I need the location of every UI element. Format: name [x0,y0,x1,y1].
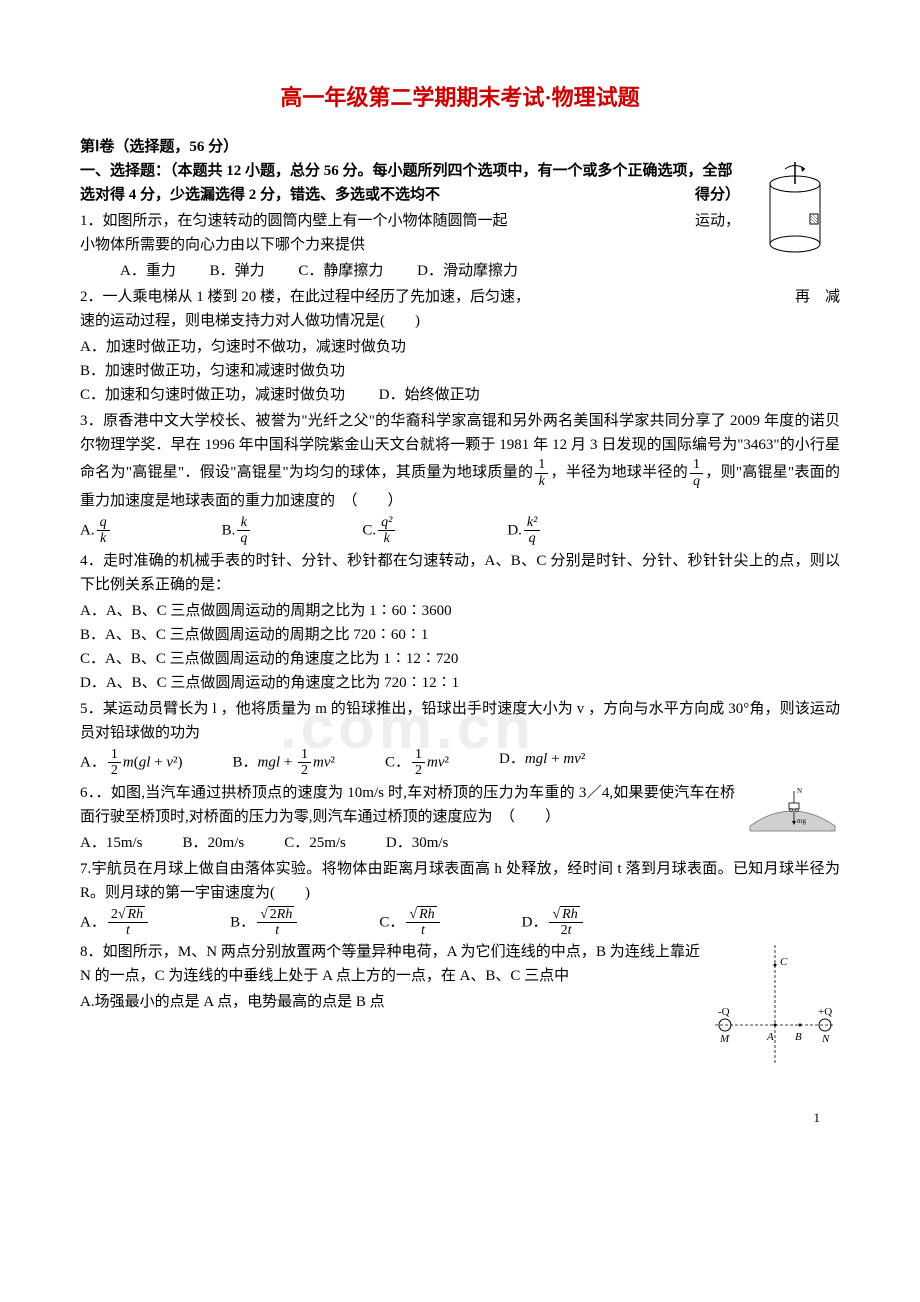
q6: 6．．如图,当汽车通过拱桥顶点的速度为 10m/s 时,车对桥顶的压力为车重的 … [80,781,840,829]
q1-text1: 1．如图所示，在匀速转动的圆筒内壁上有一个小物体随圆筒一起 [80,213,508,229]
svg-text:N: N [797,787,802,795]
svg-text:C: C [780,956,788,968]
q3: 3．原香港中文大学校长、被誉为"光纤之父"的华裔科学家高锟和另外两名美国科学家共… [80,409,840,513]
q2-optCD: C．加速和匀速时做正功，减速时做负功 D．始终做正功 [80,383,840,407]
q2-text1: 2．一人乘电梯从 1 楼到 20 楼，在此过程中经历了先加速，后匀速， [80,289,530,305]
q1-figure [750,159,840,277]
charge-diagram-icon: -Q M +Q N A B C [710,940,840,1070]
svg-text:M: M [719,1033,730,1045]
q7-options: A．2√Rht B．√2Rht C．√Rht D．√Rh2t [80,907,840,939]
q7-optD: D．√Rh2t [522,907,585,939]
q4-optD: D．A、B、C 三点做圆周运动的角速度之比为 720∶12∶1 [80,671,840,695]
q5-optA: A．12m(gl + v²) [80,747,183,779]
q4-optA: A．A、B、C 三点做圆周运动的周期之比为 1∶60∶3600 [80,599,840,623]
q6-optA: A．15m/s [80,831,143,855]
q2-optC: C．加速和匀速时做正功，减速时做负功 [80,387,345,403]
frac-1k: 1k [535,457,548,489]
q5-optD: D．mgl + mv² [499,747,585,779]
q5-optB: B．mgl + 12mv² [233,747,335,779]
instructions: 一、选择题：（本题共 12 小题，总分 56 分。每小题所列四个选项中，有一个或… [80,159,840,207]
q4-options: A．A、B、C 三点做圆周运动的周期之比为 1∶60∶3600 B．A、B、C … [80,599,840,695]
q1-optA: A．重力 [120,263,176,279]
q1: 1．如图所示，在匀速转动的圆筒内壁上有一个小物体随圆筒一起 运动， 小物体所需要… [80,209,840,257]
q5-options: A．12m(gl + v²) B．mgl + 12mv² C．12mv² D．m… [80,747,840,779]
section-header: 第Ⅰ卷（选择题，56 分） [80,135,840,159]
svg-text:A: A [766,1031,774,1043]
q1-optB: B．弹力 [210,263,265,279]
instructions-text-1: 一、选择题：（本题共 12 小题，总分 56 分。每小题所列四个选项中，有一个或… [80,163,733,203]
q6-options: A．15m/s B．20m/s C．25m/s D．30m/s [80,831,735,855]
q2-options: A．加速时做正功，匀速时不做功，减速时做负功 B．加速时做正功，匀速和减速时做负… [80,335,840,407]
svg-text:mg: mg [797,817,806,825]
svg-text:-Q: -Q [718,1006,730,1018]
q2-text3: 速的运动过程，则电梯支持力对人做功情况是( ) [80,313,420,329]
q1-text2: 运动， [695,209,740,233]
q5-optC: C．12mv² [385,747,449,779]
frac-1q: 1q [690,457,703,489]
q3-optA: A.qk [80,515,112,547]
q3-optB: B.kq [222,515,253,547]
q1-optC: C．静摩擦力 [298,263,383,279]
q7-optA: A．2√Rht [80,907,150,939]
q2-text2: 再 减 [795,285,840,309]
q2-optA: A．加速时做正功，匀速时不做功，减速时做负功 [80,335,840,359]
page-number: 1 [80,1108,840,1129]
q3-optC: C.q²k [362,515,397,547]
q2: 2．一人乘电梯从 1 楼到 20 楼，在此过程中经历了先加速，后匀速， 再 减 … [80,285,840,333]
q4-optC: C．A、B、C 三点做圆周运动的角速度之比为 1∶12∶720 [80,647,840,671]
q1-optD: D．滑动摩擦力 [417,263,518,279]
q2-optB: B．加速时做正功，匀速和减速时做负功 [80,359,840,383]
exam-title: 高一年级第二学期期末考试·物理试题 [80,80,840,115]
q4: 4．走时准确的机械手表的时针、分针、秒针都在匀速转动，A、B、C 分别是时针、分… [80,549,840,597]
q8-figure: -Q M +Q N A B C [710,940,840,1078]
q3-optD: D.k²q [507,515,542,547]
q6-figure: N mg [745,781,840,844]
q2-optD: D．始终做正功 [379,387,480,403]
q5: 5．某运动员臂长为 l ，他将质量为 m 的铅球推出，铅球出手时速度大小为 v … [80,697,840,745]
svg-text:+Q: +Q [818,1006,832,1018]
q3-options: A.qk B.kq C.q²k D.k²q [80,515,840,547]
instructions-text-2: 得分） [695,183,740,207]
q4-optB: B．A、B、C 三点做圆周运动的周期之比 720∶60∶1 [80,623,840,647]
q6-optD: D．30m/s [386,831,449,855]
q6-optB: B．20m/s [183,831,245,855]
q7-optB: B．√2Rht [230,907,299,939]
q1-text3: 小物体所需要的向心力由以下哪个力来提供 [80,237,365,253]
svg-text:N: N [821,1033,830,1045]
q3-text2: ，半径为地球半径的 [550,465,688,481]
q6-optC: C．25m/s [284,831,346,855]
cylinder-icon [750,159,840,269]
q1-options: A．重力 B．弹力 C．静摩擦力 D．滑动摩擦力 [80,259,840,283]
svg-text:B: B [795,1031,802,1043]
q7-optC: C．√Rht [379,907,441,939]
bridge-icon: N mg [745,781,840,836]
q7: 7.宇航员在月球上做自由落体实验。将物体由距离月球表面高 h 处释放，经时间 t… [80,857,840,905]
